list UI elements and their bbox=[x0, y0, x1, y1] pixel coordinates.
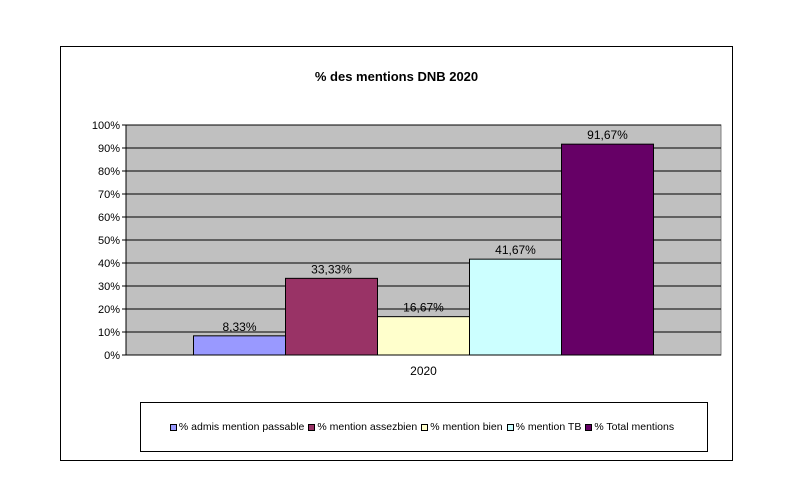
x-tick-label: 2020 bbox=[410, 364, 437, 378]
legend-label: % admis mention passable bbox=[178, 421, 305, 433]
legend-item: % mention assezbien bbox=[308, 421, 417, 433]
y-tick-label: 90% bbox=[98, 143, 120, 155]
y-tick-label: 20% bbox=[98, 304, 120, 316]
legend-swatch bbox=[506, 423, 514, 431]
y-tick-label: 80% bbox=[98, 166, 120, 178]
y-tick-label: 0% bbox=[104, 350, 120, 362]
y-tick-label: 30% bbox=[98, 281, 120, 293]
data-label: 16,67% bbox=[403, 301, 444, 315]
chart-frame: % des mentions DNB 2020 0% 10% 20% 30% 40% 50… bbox=[60, 46, 733, 461]
data-label: 41,67% bbox=[495, 243, 536, 257]
legend: % admis mention passable % mention assezb… bbox=[140, 402, 708, 452]
legend-item: % Total mentions bbox=[585, 421, 674, 433]
y-tick-label: 40% bbox=[98, 258, 120, 270]
chart-plot: 0% 10% 20% 30% 40% 50% 60% 70% 80% 90% 100% 8,33% 33… bbox=[92, 120, 722, 378]
bar bbox=[561, 143, 654, 356]
legend-item: % mention bien bbox=[421, 421, 503, 433]
y-tick-label: 10% bbox=[98, 327, 120, 339]
legend-swatch bbox=[308, 423, 316, 431]
bar bbox=[469, 258, 562, 356]
data-label: 8,33% bbox=[222, 320, 256, 334]
legend-swatch bbox=[585, 423, 593, 431]
legend-swatch bbox=[421, 423, 429, 431]
bar bbox=[377, 316, 470, 356]
y-tick-label: 60% bbox=[98, 212, 120, 224]
legend-item: % admis mention passable bbox=[169, 421, 305, 433]
y-tick-label: 50% bbox=[98, 235, 120, 247]
legend-label: % mention assezbien bbox=[317, 421, 418, 433]
bar bbox=[285, 277, 378, 356]
bar bbox=[193, 335, 286, 356]
legend-item: % mention TB bbox=[506, 421, 582, 433]
data-label: 91,67% bbox=[587, 128, 628, 142]
y-tick-label: 100% bbox=[92, 120, 120, 132]
legend-label: % mention TB bbox=[515, 421, 582, 433]
y-tick-label: 70% bbox=[98, 189, 120, 201]
legend-label: % Total mentions bbox=[594, 421, 675, 433]
legend-label: % mention bien bbox=[430, 421, 503, 433]
legend-swatch bbox=[169, 423, 177, 431]
chart-title: % des mentions DNB 2020 bbox=[314, 69, 479, 84]
data-label: 33,33% bbox=[311, 262, 352, 276]
